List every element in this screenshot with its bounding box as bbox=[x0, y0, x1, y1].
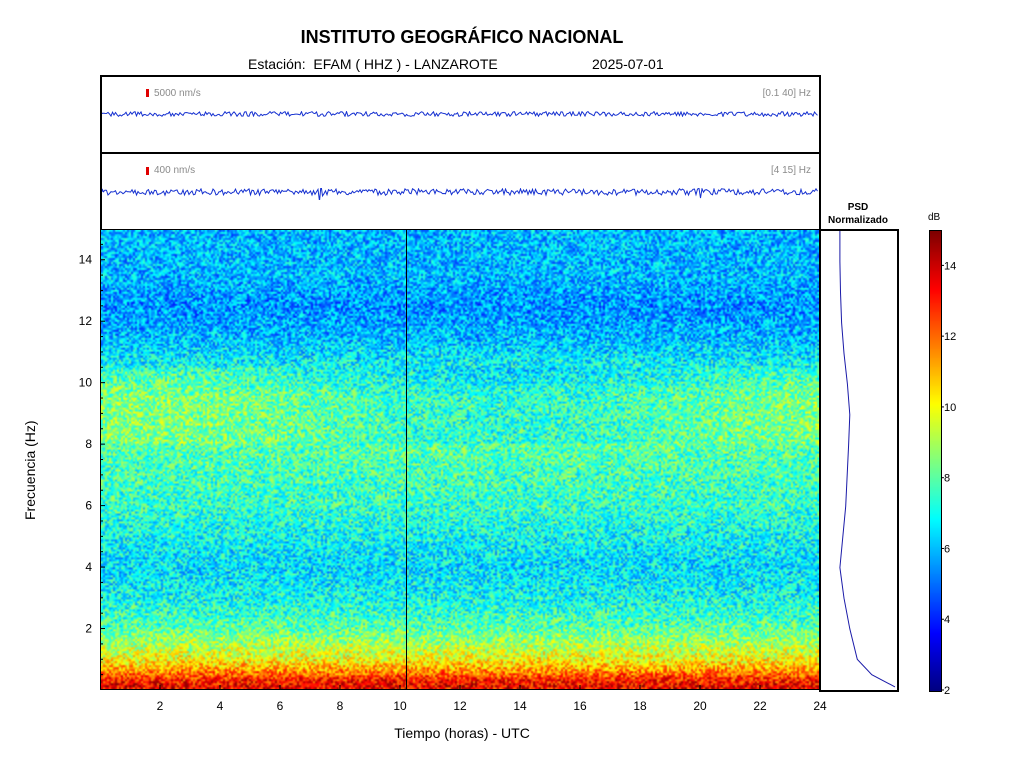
psd-subtitle: Normalizado bbox=[827, 215, 888, 226]
colorbar-unit: dB bbox=[928, 212, 941, 223]
band-label: [4 15] Hz bbox=[770, 165, 811, 176]
y-tick-label: 2 bbox=[85, 622, 92, 636]
x-tick-label: 24 bbox=[813, 699, 827, 713]
x-tick-label: 18 bbox=[633, 699, 647, 713]
seismogram-panel-broadband: 5000 nm/s [0.1 40] Hz bbox=[100, 75, 821, 154]
colorbar-tick-label: 10 bbox=[944, 402, 956, 414]
x-tick-label: 20 bbox=[693, 699, 707, 713]
trace-line bbox=[102, 188, 818, 200]
y-tick-label: 10 bbox=[79, 376, 93, 390]
colorbar-tick-label: 12 bbox=[944, 331, 956, 343]
y-tick-label: 12 bbox=[79, 314, 93, 328]
amplitude-scale-label: 400 nm/s bbox=[154, 165, 196, 176]
amplitude-scale-bar bbox=[146, 89, 149, 97]
x-tick-label: 12 bbox=[453, 699, 467, 713]
colorbar-tick-label: 4 bbox=[944, 614, 950, 626]
amplitude-scale-label: 5000 nm/s bbox=[154, 88, 201, 99]
y-tick-label: 4 bbox=[85, 560, 92, 574]
y-tick-label: 14 bbox=[79, 253, 93, 267]
date-label: 2025-07-01 bbox=[592, 56, 664, 72]
x-tick-label: 4 bbox=[217, 699, 224, 713]
x-tick-label: 22 bbox=[753, 699, 767, 713]
seismogram-trace bbox=[102, 188, 818, 200]
colorbar-tick-label: 6 bbox=[944, 543, 950, 555]
x-tick-label: 16 bbox=[573, 699, 587, 713]
psd-panel bbox=[819, 229, 899, 692]
psd-title: PSD bbox=[847, 202, 869, 213]
colorbar bbox=[929, 230, 942, 692]
band-label: [0.1 40] Hz bbox=[762, 88, 811, 99]
x-tick-label: 14 bbox=[513, 699, 527, 713]
psd-line bbox=[839, 231, 896, 688]
x-axis-label: Tiempo (horas) - UTC bbox=[394, 725, 530, 741]
spectrogram-image bbox=[101, 230, 819, 689]
trace-line bbox=[102, 111, 818, 117]
colorbar-tick-label: 8 bbox=[944, 473, 950, 485]
x-tick-label: 10 bbox=[393, 699, 407, 713]
colorbar-tick-label: 14 bbox=[944, 260, 956, 272]
event-marker-line bbox=[406, 230, 408, 689]
chart-title: INSTITUTO GEOGRÁFICO NACIONAL bbox=[300, 27, 624, 47]
colorbar-tick-label: 2 bbox=[944, 685, 950, 697]
y-tick-label: 6 bbox=[85, 499, 92, 513]
psd-curve bbox=[839, 231, 896, 688]
y-axis-label: Frecuencia (Hz) bbox=[22, 420, 38, 520]
seismogram-trace bbox=[102, 111, 818, 117]
x-tick-label: 2 bbox=[157, 699, 164, 713]
x-tick-label: 6 bbox=[277, 699, 284, 713]
amplitude-scale-bar bbox=[146, 167, 149, 175]
station-label: Estación: EFAM ( HHZ ) - LANZAROTE bbox=[248, 56, 498, 72]
y-tick-label: 8 bbox=[85, 437, 92, 451]
x-tick-label: 8 bbox=[337, 699, 344, 713]
